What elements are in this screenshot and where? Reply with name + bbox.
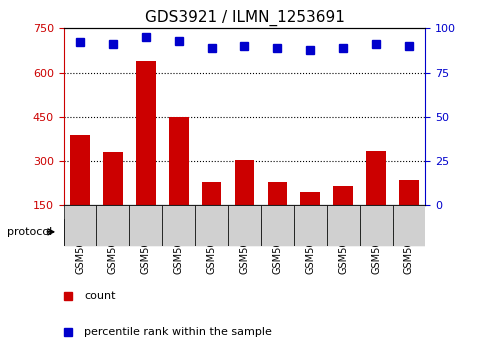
- Bar: [392, 205, 425, 246]
- Text: control: control: [140, 225, 183, 238]
- Bar: [267, 182, 286, 250]
- Bar: [261, 205, 293, 246]
- Text: microbiota depleted: microbiota depleted: [280, 225, 406, 238]
- Text: protocol: protocol: [7, 227, 52, 237]
- Bar: [129, 205, 162, 246]
- Title: GDS3921 / ILMN_1253691: GDS3921 / ILMN_1253691: [144, 9, 344, 25]
- Bar: [136, 61, 155, 250]
- Text: count: count: [84, 291, 115, 302]
- Bar: [70, 135, 90, 250]
- Bar: [398, 180, 418, 250]
- Bar: [333, 186, 352, 250]
- Bar: [359, 205, 392, 246]
- Bar: [326, 205, 359, 246]
- Bar: [227, 205, 261, 246]
- Bar: [293, 205, 326, 246]
- Bar: [168, 117, 188, 250]
- Bar: [96, 205, 129, 246]
- Bar: [195, 205, 227, 246]
- Bar: [300, 192, 320, 250]
- Bar: [234, 160, 254, 250]
- Bar: [63, 205, 96, 246]
- FancyBboxPatch shape: [261, 219, 425, 245]
- Text: percentile rank within the sample: percentile rank within the sample: [84, 327, 271, 337]
- Bar: [103, 152, 122, 250]
- Bar: [366, 151, 385, 250]
- Bar: [202, 182, 221, 250]
- FancyBboxPatch shape: [63, 219, 261, 245]
- Bar: [162, 205, 195, 246]
